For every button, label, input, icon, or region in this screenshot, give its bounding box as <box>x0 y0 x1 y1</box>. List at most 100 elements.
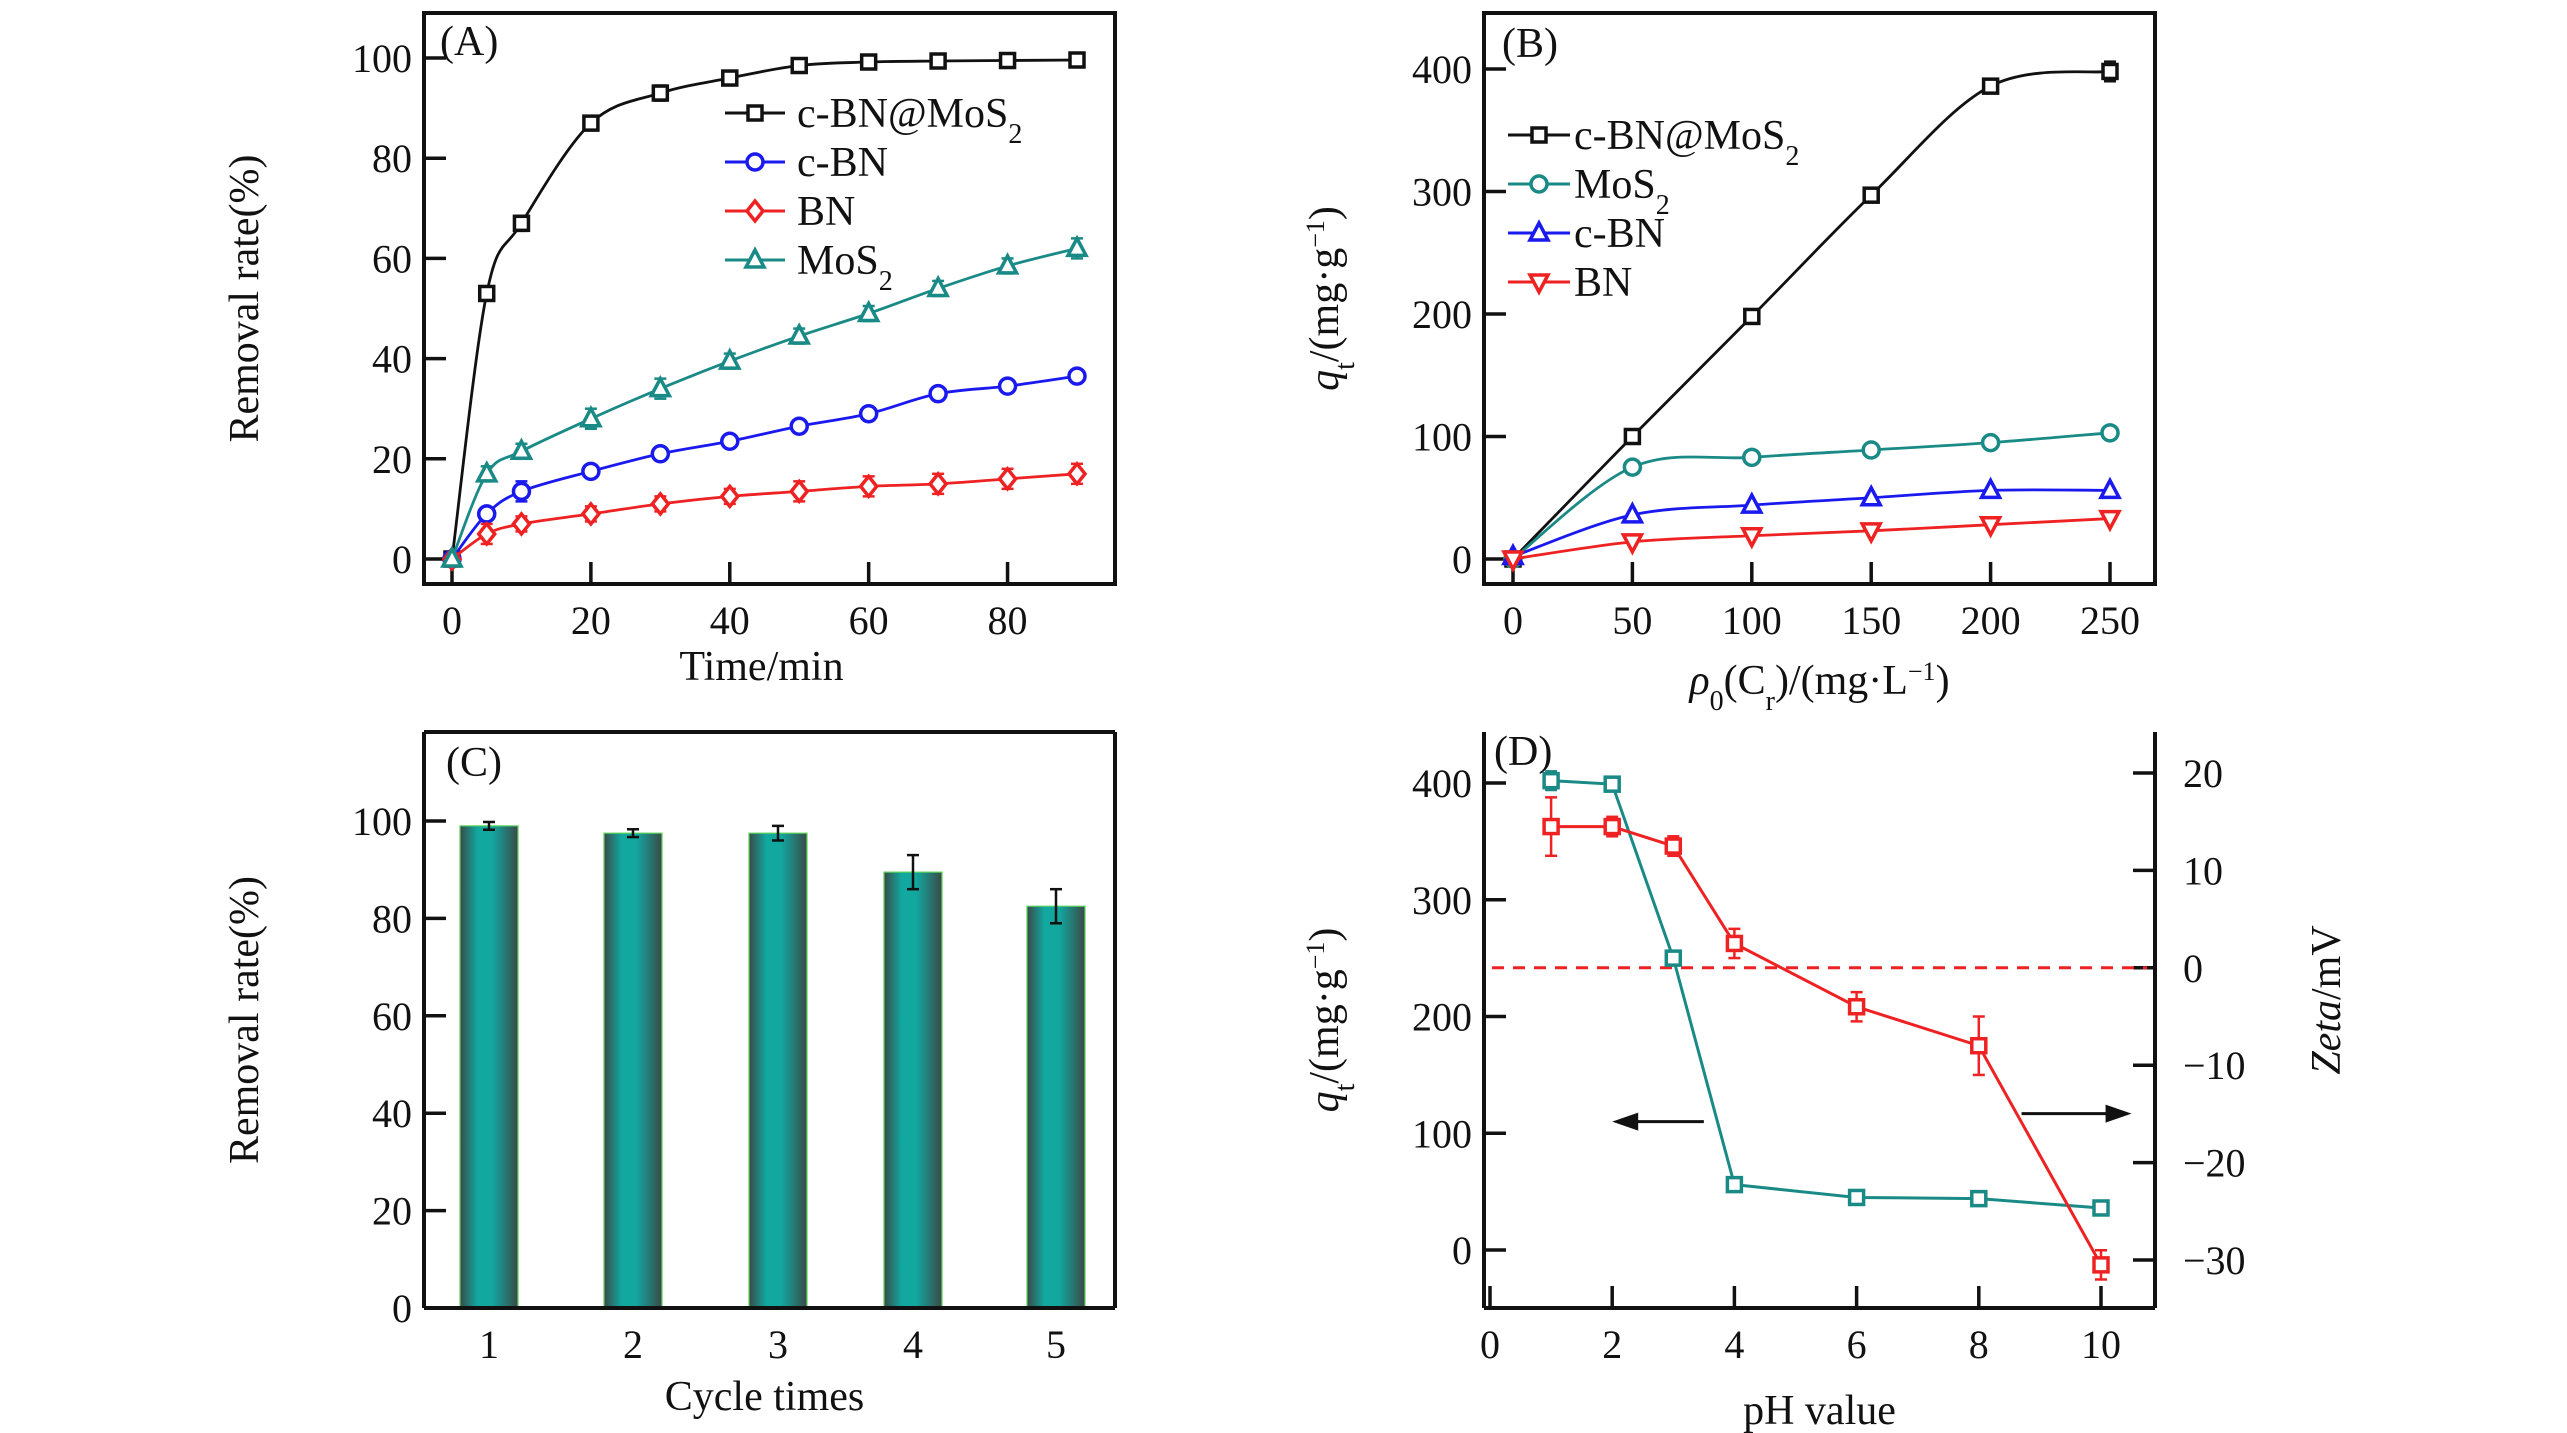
data-point <box>1664 949 1683 967</box>
x-tick-label: 5 <box>1046 1322 1066 1367</box>
panel-label: (B) <box>1502 21 1558 67</box>
data-point <box>580 501 602 527</box>
data-point <box>787 322 812 345</box>
data-point <box>1603 817 1621 836</box>
data-point <box>1743 307 1761 326</box>
x-tick-label: 40 <box>710 598 750 643</box>
x-tick-label: 60 <box>849 598 889 643</box>
x-axis-title-part: ρ <box>1687 658 1709 704</box>
data-point <box>578 404 603 428</box>
x-tick-label: 100 <box>1722 598 1782 643</box>
data-point <box>511 481 532 502</box>
series-bn: BN <box>1501 260 2122 573</box>
y-tick-label: 0 <box>392 537 412 582</box>
panel-c: 0 20 40 60 80 100 1 2 3 4 5 Cycle times Removal rate… <box>222 730 1117 1420</box>
data-point <box>1542 771 1560 790</box>
legend-marker <box>745 152 765 172</box>
y-tick-label-right: −20 <box>2183 1141 2246 1186</box>
x-tick-label: 2 <box>1602 1322 1622 1367</box>
y-axis-title-part: q <box>1302 370 1348 391</box>
legend-marker <box>1529 174 1549 194</box>
panel-label: (C) <box>446 740 502 786</box>
legend-marker <box>1527 219 1551 242</box>
x-tick-label: 6 <box>1847 1322 1867 1367</box>
x-axis-title-part: (C <box>1724 658 1766 704</box>
data-point <box>1622 457 1643 477</box>
data-point <box>928 383 948 404</box>
x-axis-title-part: 0 <box>1710 686 1724 717</box>
x-tick-label: 250 <box>2080 598 2140 643</box>
x-tick-label: 0 <box>442 598 462 643</box>
data-point <box>1623 427 1642 446</box>
bar <box>1026 905 1086 1309</box>
legend-marker <box>1527 273 1551 296</box>
data-point <box>2092 1256 2110 1274</box>
y-axis-title-left-part: ) <box>1302 928 1348 942</box>
x-axis-title: pH value <box>1743 1388 1896 1433</box>
y-tick-label: 0 <box>392 1286 412 1331</box>
data-point <box>1725 1175 1744 1194</box>
y-tick-label: 80 <box>372 896 412 941</box>
legend-marker <box>746 104 764 122</box>
data-point <box>1066 461 1088 487</box>
panel-label: (D) <box>1494 729 1552 775</box>
series-line <box>1512 431 2111 561</box>
data-point <box>856 299 881 323</box>
x-tick-label: 3 <box>768 1322 788 1367</box>
y-tick-label: 20 <box>372 437 412 482</box>
y-axis-title-part: /(mg·g <box>1302 248 1348 362</box>
data-point <box>477 284 496 303</box>
series-c-bn-mos2: c-BN@MoS2 <box>1504 60 2119 568</box>
legend-label-part: c-BN@MoS <box>797 91 1008 137</box>
data-point <box>719 483 741 510</box>
y-axis-title-right-part: Zeta <box>2304 1000 2350 1075</box>
data-point <box>1970 1189 1988 1208</box>
x-tick-label: 0 <box>1480 1322 1500 1367</box>
data-point <box>1068 51 1086 69</box>
data-point <box>476 521 497 547</box>
y-axis-title: qt/(mg·g−1) <box>1301 206 1361 391</box>
data-point <box>1978 476 2003 500</box>
data-point <box>648 374 673 398</box>
x-axis-title: ρ0(Cr)/(mg·L−1) <box>1687 657 1949 717</box>
arrow-right-icon <box>2105 1104 2132 1123</box>
arrow-left-icon <box>1612 1112 1639 1131</box>
y-axis-title-left-part: /(mg·g <box>1302 969 1348 1083</box>
series-line <box>450 374 1078 560</box>
series-q-t <box>1542 770 2110 1217</box>
legend-label-part: 2 <box>879 266 893 297</box>
series-line <box>1512 488 2111 558</box>
legend-label: c-BN <box>1574 211 1665 257</box>
data-point <box>1862 186 1880 204</box>
data-point <box>926 274 951 298</box>
data-point <box>1980 432 2001 453</box>
y-tick-label-right: −10 <box>2183 1043 2246 1088</box>
data-point <box>790 56 808 75</box>
y-tick-label: 40 <box>372 1091 412 1136</box>
series-line <box>1551 779 2102 1210</box>
data-point <box>789 416 809 436</box>
y-tick-label-right: 20 <box>2183 751 2223 796</box>
data-point <box>2101 62 2119 81</box>
data-point <box>476 504 497 524</box>
data-point <box>650 491 671 517</box>
data-point <box>858 403 879 424</box>
x-tick-label: 2 <box>623 1322 643 1367</box>
y-tick-label-left: 400 <box>1412 761 1472 806</box>
y-axis-title-left-part: q <box>1302 1091 1348 1112</box>
y-tick-label: 20 <box>372 1189 412 1234</box>
y-tick-label-right: −30 <box>2183 1238 2246 1283</box>
data-point <box>1065 234 1089 258</box>
data-point <box>1859 484 1884 507</box>
data-point <box>995 252 1020 275</box>
bar <box>883 871 943 1309</box>
y-tick-label: 0 <box>1452 537 1472 582</box>
y-tick-label: 60 <box>372 236 412 281</box>
x-axis-title-part: )/(mg·L <box>1775 658 1908 704</box>
data-point <box>509 437 534 461</box>
series-line <box>450 247 1078 560</box>
data-point <box>581 461 601 482</box>
x-tick-label: 10 <box>2081 1322 2121 1367</box>
